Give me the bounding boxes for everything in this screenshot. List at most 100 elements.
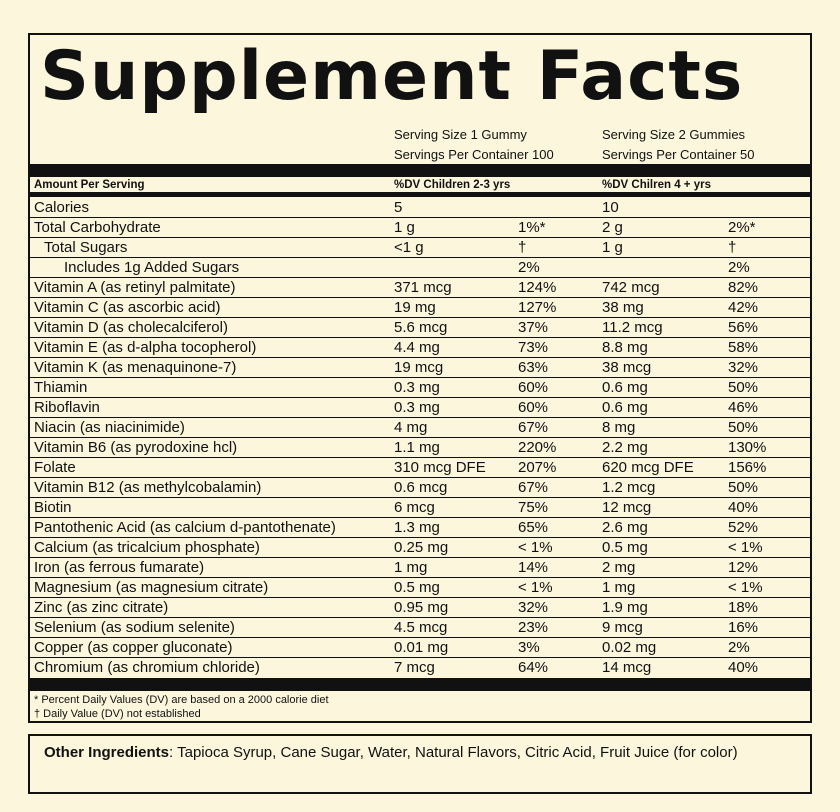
dv-children-4-plus: 50% bbox=[728, 379, 759, 396]
table-row: Vitamin A (as retinyl palmitate) 371 mcg 1… bbox=[30, 278, 810, 298]
nutrient-name: Biotin bbox=[34, 499, 72, 516]
amount-children-4-plus: 0.6 mg bbox=[602, 399, 648, 416]
amount-children-4-plus: 8.8 mg bbox=[602, 339, 648, 356]
amount-children-2-3: 1.3 mg bbox=[394, 519, 440, 536]
amount-children-2-3: 310 mcg DFE bbox=[394, 459, 486, 476]
amount-children-2-3: 4 mg bbox=[394, 419, 428, 436]
dv-children-4-plus: 18% bbox=[728, 599, 759, 616]
amount-children-2-3: 1.1 mg bbox=[394, 439, 440, 456]
dv-children-2-3: 1%* bbox=[518, 219, 546, 236]
dv-children-2-3: 3% bbox=[518, 639, 540, 656]
table-row: Vitamin E (as d-alpha tocopherol) 4.4 mg 7… bbox=[30, 338, 810, 358]
amount-children-2-3: 0.6 mcg bbox=[394, 479, 448, 496]
table-row: Iron (as ferrous fumarate) 1 mg 14% 2 mg 12% bbox=[30, 558, 810, 578]
amount-children-4-plus: 1.2 mcg bbox=[602, 479, 656, 496]
bottom-divider-bar bbox=[30, 678, 810, 691]
dv-children-4-plus: 42% bbox=[728, 299, 759, 316]
amount-children-2-3: <1 g bbox=[394, 239, 424, 256]
table-row: Chromium (as chromium chloride) 7 mcg 64% 1… bbox=[30, 658, 810, 678]
amount-children-2-3: 0.95 mg bbox=[394, 599, 449, 616]
amount-children-4-plus: 1 g bbox=[602, 239, 623, 256]
dv-children-4-plus-header: %DV Chilren 4 + yrs bbox=[602, 179, 711, 191]
dv-children-4-plus: < 1% bbox=[728, 579, 763, 596]
table-row: Includes 1g Added Sugars 2% 2% bbox=[30, 258, 810, 278]
nutrient-name: Copper (as copper gluconate) bbox=[34, 639, 233, 656]
other-ingredients-box: Other Ingredients: Tapioca Syrup, Cane S… bbox=[28, 734, 812, 794]
dv-children-2-3: 127% bbox=[518, 299, 557, 316]
nutrient-name: Vitamin B12 (as methylcobalamin) bbox=[34, 479, 262, 496]
dv-children-4-plus: 82% bbox=[728, 279, 759, 296]
dv-children-2-3: 220% bbox=[518, 439, 557, 456]
page-title: Supplement Facts bbox=[40, 37, 744, 116]
amount-children-2-3: 6 mcg bbox=[394, 499, 435, 516]
table-row: Selenium (as sodium selenite) 4.5 mcg 23% 9… bbox=[30, 618, 810, 638]
amount-children-2-3: 1 mg bbox=[394, 559, 428, 576]
nutrient-name: Vitamin D (as cholecalciferol) bbox=[34, 319, 228, 336]
amount-children-4-plus: 0.5 mg bbox=[602, 539, 648, 556]
dv-children-4-plus: 40% bbox=[728, 499, 759, 516]
dv-children-2-3: 207% bbox=[518, 459, 557, 476]
amount-children-4-plus: 38 mg bbox=[602, 299, 644, 316]
amount-children-2-3: 5.6 mcg bbox=[394, 319, 448, 336]
nutrient-name: Iron (as ferrous fumarate) bbox=[34, 559, 205, 576]
nutrient-name: Calories bbox=[34, 199, 90, 216]
amount-children-2-3: 5 bbox=[394, 199, 403, 216]
nutrient-name: Niacin (as niacinimide) bbox=[34, 419, 185, 436]
dv-children-4-plus: 32% bbox=[728, 359, 759, 376]
dv-children-2-3: † bbox=[518, 239, 527, 256]
table-row: Niacin (as niacinimide) 4 mg 67% 8 mg 50% bbox=[30, 418, 810, 438]
supplement-facts-panel: Supplement Facts Serving Size 1 Gummy Se… bbox=[28, 33, 812, 723]
dv-children-4-plus: 2%* bbox=[728, 219, 756, 236]
dv-children-2-3: 2% bbox=[518, 259, 540, 276]
amount-children-2-3: 19 mg bbox=[394, 299, 436, 316]
nutrient-name: Vitamin K (as menaquinone-7) bbox=[34, 359, 237, 376]
amount-children-4-plus: 2.6 mg bbox=[602, 519, 648, 536]
dv-children-2-3: 65% bbox=[518, 519, 549, 536]
amount-children-2-3: 7 mcg bbox=[394, 659, 435, 676]
nutrient-name: Thiamin bbox=[34, 379, 88, 396]
amount-children-4-plus: 14 mcg bbox=[602, 659, 652, 676]
amount-children-4-plus: 11.2 mcg bbox=[602, 319, 663, 336]
dv-children-4-plus: 56% bbox=[728, 319, 759, 336]
dv-children-2-3: 14% bbox=[518, 559, 549, 576]
top-divider-bar bbox=[30, 164, 810, 177]
table-row: Pantothenic Acid (as calcium d-pantothen… bbox=[30, 518, 810, 538]
amount-children-4-plus: 1.9 mg bbox=[602, 599, 648, 616]
amount-children-2-3: 0.3 mg bbox=[394, 399, 440, 416]
amount-children-2-3: 4.4 mg bbox=[394, 339, 440, 356]
dv-children-4-plus: 46% bbox=[728, 399, 759, 416]
dv-children-2-3: 37% bbox=[518, 319, 549, 336]
table-row: Thiamin 0.3 mg 60% 0.6 mg 50% bbox=[30, 378, 810, 398]
dv-children-4-plus: 50% bbox=[728, 479, 759, 496]
table-row: Total Carbohydrate 1 g 1%* 2 g 2%* bbox=[30, 218, 810, 238]
nutrient-name: Vitamin E (as d-alpha tocopherol) bbox=[34, 339, 257, 356]
nutrient-name: Chromium (as chromium chloride) bbox=[34, 659, 260, 676]
table-row: Folate 310 mcg DFE 207% 620 mcg DFE 156% bbox=[30, 458, 810, 478]
nutrient-name: Calcium (as tricalcium phosphate) bbox=[34, 539, 260, 556]
dv-children-4-plus: 40% bbox=[728, 659, 759, 676]
amount-children-2-3: 371 mcg bbox=[394, 279, 452, 296]
dv-children-4-plus: 12% bbox=[728, 559, 759, 576]
dv-children-2-3: 67% bbox=[518, 419, 549, 436]
dv-children-2-3: 64% bbox=[518, 659, 549, 676]
amount-children-4-plus: 0.02 mg bbox=[602, 639, 657, 656]
nutrient-table: Calories 5 10 Total Carbohydrate 1 g 1%* 2 g 2%… bbox=[30, 198, 810, 678]
serving-info-children-2-3: Serving Size 1 Gummy Servings Per Contai… bbox=[394, 125, 554, 165]
table-row: Calories 5 10 bbox=[30, 198, 810, 218]
nutrient-name: Vitamin A (as retinyl palmitate) bbox=[34, 279, 236, 296]
dv-children-2-3: 63% bbox=[518, 359, 549, 376]
amount-children-4-plus: 10 bbox=[602, 199, 619, 216]
table-row: Biotin 6 mcg 75% 12 mcg 40% bbox=[30, 498, 810, 518]
amount-children-2-3: 0.25 mg bbox=[394, 539, 449, 556]
amount-children-4-plus: 8 mg bbox=[602, 419, 636, 436]
footnote-not-established: † Daily Value (DV) not established bbox=[34, 708, 201, 720]
nutrient-name: Riboflavin bbox=[34, 399, 100, 416]
table-row: Calcium (as tricalcium phosphate) 0.25 mg… bbox=[30, 538, 810, 558]
dv-children-4-plus: 58% bbox=[728, 339, 759, 356]
amount-children-2-3: 1 g bbox=[394, 219, 415, 236]
nutrient-name: Total Carbohydrate bbox=[34, 219, 161, 236]
nutrient-name: Selenium (as sodium selenite) bbox=[34, 619, 235, 636]
nutrient-name: Magnesium (as magnesium citrate) bbox=[34, 579, 269, 596]
dv-children-4-plus: 50% bbox=[728, 419, 759, 436]
amount-children-4-plus: 620 mcg DFE bbox=[602, 459, 694, 476]
